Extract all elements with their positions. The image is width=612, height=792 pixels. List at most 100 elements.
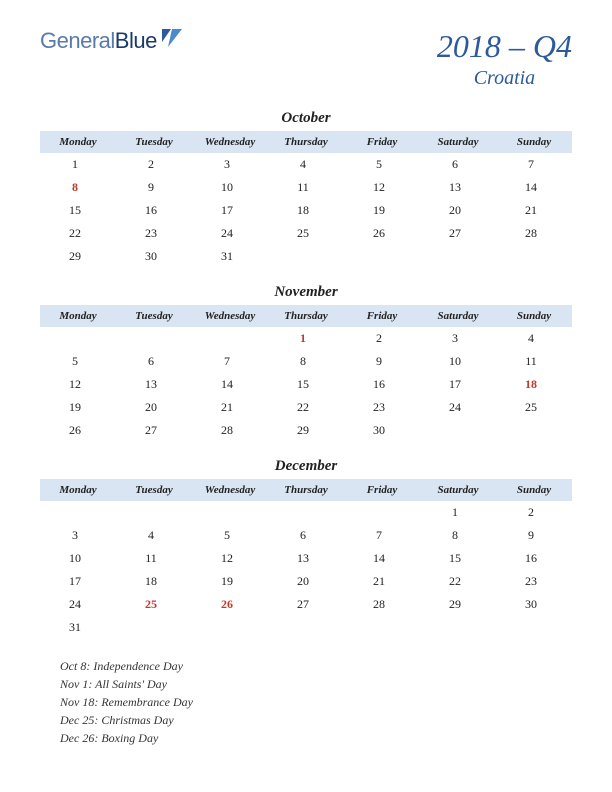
calendar-cell: 9 xyxy=(496,524,572,547)
calendar-row: 293031 xyxy=(40,245,572,268)
calendar-cell: 19 xyxy=(192,570,268,593)
header: GeneralBlue 2018 – Q4 Croatia xyxy=(0,0,612,98)
calendar-cell: 13 xyxy=(116,373,192,396)
month-name: December xyxy=(40,452,572,479)
calendar-cell: 19 xyxy=(344,199,420,222)
calendar-cell: 15 xyxy=(40,199,116,222)
calendar-row: 24252627282930 xyxy=(40,593,572,616)
calendar-cell xyxy=(344,245,420,268)
calendar-cell: 14 xyxy=(192,373,268,396)
calendar-cell: 29 xyxy=(420,593,496,616)
calendar-cell: 17 xyxy=(192,199,268,222)
calendar-cell: 1 xyxy=(268,327,344,350)
logo-mark-icon xyxy=(161,28,183,54)
calendar-row: 19202122232425 xyxy=(40,396,572,419)
calendar-table: MondayTuesdayWednesdayThursdayFridaySatu… xyxy=(40,479,572,639)
calendar-cell: 3 xyxy=(192,153,268,176)
calendar-row: 12131415161718 xyxy=(40,373,572,396)
calendar-cell: 24 xyxy=(40,593,116,616)
calendar-cell: 10 xyxy=(420,350,496,373)
calendar-cell: 16 xyxy=(116,199,192,222)
country-title: Croatia xyxy=(437,67,572,90)
day-header: Sunday xyxy=(496,305,572,327)
calendar-cell: 29 xyxy=(40,245,116,268)
calendar-cell xyxy=(116,327,192,350)
calendar-cell: 27 xyxy=(116,419,192,442)
calendar-cell: 16 xyxy=(344,373,420,396)
calendar-cell: 11 xyxy=(116,547,192,570)
calendar-cell: 8 xyxy=(420,524,496,547)
calendar-cell xyxy=(420,419,496,442)
day-header: Tuesday xyxy=(116,305,192,327)
calendar-cell xyxy=(496,616,572,639)
calendar-cell xyxy=(40,501,116,524)
day-header: Wednesday xyxy=(192,131,268,153)
day-header: Friday xyxy=(344,131,420,153)
calendar-table: MondayTuesdayWednesdayThursdayFridaySatu… xyxy=(40,305,572,442)
calendar-cell: 18 xyxy=(116,570,192,593)
calendar-row: 10111213141516 xyxy=(40,547,572,570)
calendar-cell: 7 xyxy=(344,524,420,547)
month-block: DecemberMondayTuesdayWednesdayThursdayFr… xyxy=(40,452,572,639)
calendar-cell xyxy=(192,501,268,524)
calendar-cell: 12 xyxy=(344,176,420,199)
calendar-cell: 2 xyxy=(116,153,192,176)
calendar-row: 3456789 xyxy=(40,524,572,547)
calendar-cell: 5 xyxy=(192,524,268,547)
calendar-cell: 23 xyxy=(344,396,420,419)
calendar-cell: 24 xyxy=(192,222,268,245)
calendar-row: 1234567 xyxy=(40,153,572,176)
day-header: Saturday xyxy=(420,131,496,153)
day-header: Wednesday xyxy=(192,479,268,501)
day-header: Monday xyxy=(40,131,116,153)
calendar-cell: 15 xyxy=(420,547,496,570)
holidays-list: Oct 8: Independence DayNov 1: All Saints… xyxy=(0,649,612,747)
calendar-cell: 8 xyxy=(268,350,344,373)
calendar-cell xyxy=(420,245,496,268)
calendar-cell: 4 xyxy=(496,327,572,350)
calendar-row: 15161718192021 xyxy=(40,199,572,222)
calendar-cell xyxy=(40,327,116,350)
calendar-cell: 13 xyxy=(268,547,344,570)
calendar-row: 12 xyxy=(40,501,572,524)
calendar-cell: 31 xyxy=(192,245,268,268)
calendar-table: MondayTuesdayWednesdayThursdayFridaySatu… xyxy=(40,131,572,268)
calendar-cell xyxy=(344,501,420,524)
calendar-cell: 2 xyxy=(344,327,420,350)
title-block: 2018 – Q4 Croatia xyxy=(437,28,572,90)
calendar-cell: 21 xyxy=(192,396,268,419)
calendar-cell: 30 xyxy=(344,419,420,442)
calendar-cell: 20 xyxy=(268,570,344,593)
calendar-cell xyxy=(116,501,192,524)
calendar-cell: 9 xyxy=(344,350,420,373)
day-header: Monday xyxy=(40,305,116,327)
calendar-cell xyxy=(192,616,268,639)
calendar-cell: 6 xyxy=(268,524,344,547)
calendar-cell: 28 xyxy=(496,222,572,245)
holiday-entry: Oct 8: Independence Day xyxy=(60,657,572,675)
day-header: Thursday xyxy=(268,479,344,501)
calendar-cell: 5 xyxy=(40,350,116,373)
holiday-entry: Nov 1: All Saints' Day xyxy=(60,675,572,693)
calendar-cell: 20 xyxy=(116,396,192,419)
month-name: October xyxy=(40,104,572,131)
calendar-cell: 7 xyxy=(192,350,268,373)
calendar-cell: 12 xyxy=(40,373,116,396)
calendar-cell: 2 xyxy=(496,501,572,524)
calendar-cell: 5 xyxy=(344,153,420,176)
calendar-cell xyxy=(344,616,420,639)
calendar-row: 1234 xyxy=(40,327,572,350)
logo: GeneralBlue xyxy=(40,28,183,54)
holiday-entry: Dec 25: Christmas Day xyxy=(60,711,572,729)
calendar-cell xyxy=(496,245,572,268)
calendar-row: 22232425262728 xyxy=(40,222,572,245)
calendar-cell: 1 xyxy=(420,501,496,524)
calendar-row: 17181920212223 xyxy=(40,570,572,593)
day-header: Tuesday xyxy=(116,131,192,153)
calendar-cell: 22 xyxy=(420,570,496,593)
calendar-cell: 30 xyxy=(116,245,192,268)
calendar-cell: 9 xyxy=(116,176,192,199)
calendar-cell: 19 xyxy=(40,396,116,419)
calendar-row: 891011121314 xyxy=(40,176,572,199)
calendar-cell: 22 xyxy=(268,396,344,419)
